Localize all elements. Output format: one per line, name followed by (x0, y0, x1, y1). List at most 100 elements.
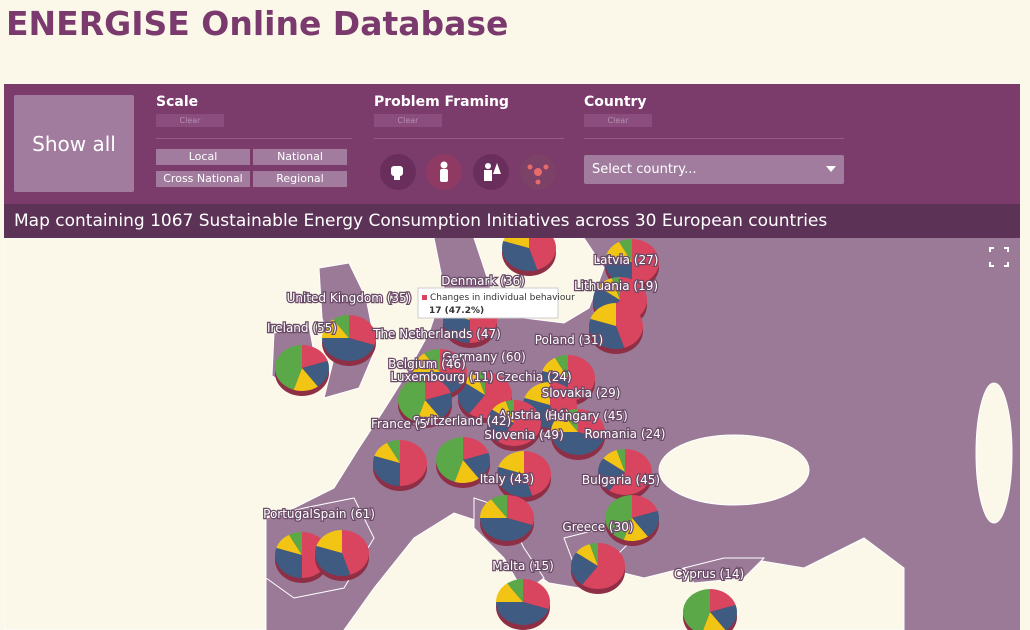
pie-slice (623, 518, 648, 541)
clear-button[interactable]: Clear (156, 114, 224, 127)
pie-slice (398, 377, 425, 422)
pie-slice (598, 278, 620, 300)
pie-chart (322, 315, 376, 366)
country-label: Bulgaria (45) (582, 473, 660, 487)
pie-slice (542, 357, 568, 378)
pie-slice (710, 589, 736, 612)
pie-slice (682, 589, 710, 630)
pie-slice (463, 452, 490, 479)
pie-slice (524, 382, 550, 405)
pie-slice (497, 466, 533, 497)
pie-chart (589, 303, 643, 354)
country-label: Cyprus (14) (674, 567, 744, 581)
pie-chart (502, 238, 556, 276)
pie-slice (480, 518, 533, 541)
pie-slice (618, 239, 632, 262)
pie-slice (598, 458, 625, 491)
framing-icon[interactable] (473, 154, 509, 190)
pie-slice (425, 377, 451, 400)
pie-chart (480, 495, 534, 546)
pie-slice (576, 544, 598, 566)
pie-slice (302, 360, 329, 387)
pie-slice (554, 355, 568, 378)
scale-option[interactable]: Regional (253, 171, 347, 187)
tooltip-value: 17 (47.2%) (429, 306, 484, 316)
pie-slice (578, 409, 606, 440)
pie-chart (496, 579, 550, 630)
country-label: Romania (24) (585, 427, 666, 441)
pie-chart (314, 530, 370, 581)
pie-chart (605, 495, 659, 546)
scale-option[interactable]: Cross National (156, 171, 250, 187)
fullscreen-button[interactable] (989, 247, 1009, 267)
map[interactable]: Latvia (27) Denmark (36) Lithuania (19) Uni… (4, 238, 1020, 630)
pie-slice (632, 510, 659, 537)
pie-slice (288, 532, 302, 555)
tooltip-category: Changes in individual behaviour (430, 293, 575, 303)
pie-slice (275, 345, 302, 390)
scale-option[interactable]: National (253, 149, 347, 165)
country-label: France (5 (371, 417, 427, 431)
pie-slice (314, 545, 351, 576)
country-label: The Netherlands (47) (372, 327, 501, 341)
scale-option[interactable]: Local (156, 149, 250, 165)
map-banner: Map containing 1067 Sustainable Energy C… (4, 204, 1020, 238)
clear-button[interactable]: Clear (584, 114, 652, 127)
pie-slice (333, 315, 349, 338)
pie-slice (349, 315, 376, 346)
pie-slice (551, 432, 604, 455)
pie-slice (476, 372, 485, 395)
pie-slice (605, 495, 632, 540)
pie-chart (398, 377, 452, 428)
separator (156, 138, 352, 139)
country-label: Luxembourg (11) (390, 370, 493, 384)
pie-chart (497, 451, 552, 502)
country-label: Malta (15) (492, 559, 554, 573)
pie-slice (496, 583, 523, 602)
show-all-button[interactable]: Show all (14, 95, 134, 192)
pie-slice (302, 345, 328, 368)
pie-slice (322, 319, 349, 338)
country-label: Slovenia (49) (484, 428, 564, 442)
pie-slice (274, 547, 302, 578)
pie-slice (703, 612, 726, 630)
pie-slice (498, 400, 541, 446)
pie-slice (507, 495, 534, 526)
pie-slice (609, 449, 653, 495)
pie-slice (492, 401, 514, 423)
framing-icon[interactable] (380, 154, 416, 190)
pie-slice (400, 440, 427, 486)
pie-slice (505, 400, 514, 423)
pie-slice (568, 355, 595, 401)
pie-slice (524, 451, 552, 496)
tooltip: Changes in individual behaviour 17 (47.2… (417, 287, 575, 319)
pie-slice (582, 543, 626, 589)
pie-slice (440, 349, 467, 380)
pie-slice (480, 499, 507, 518)
country-label: Latvia (27) (594, 253, 659, 267)
pie-slice (632, 495, 658, 518)
clear-button[interactable]: Clear (374, 114, 442, 127)
country-label: Poland (31) (535, 333, 604, 347)
country-label: United Kingdom (35) (287, 291, 412, 305)
pie-slice (502, 240, 538, 271)
pie-slice (276, 534, 302, 555)
pie-slice (486, 409, 514, 442)
pie-chart (682, 589, 738, 630)
page-title: ENERGISE Online Database (6, 4, 509, 43)
pie-slice (491, 495, 507, 518)
country-select[interactable]: Select country... (584, 155, 844, 184)
scale-heading: Scale (156, 94, 199, 110)
pie-slice (322, 338, 375, 361)
pie-chart (436, 437, 490, 488)
framing-icon[interactable] (426, 154, 462, 190)
country-label: Italy (43) (480, 472, 534, 486)
pie-slice (529, 238, 556, 270)
pie-slice (374, 442, 400, 463)
framing-icon[interactable] (520, 154, 556, 190)
pie-slice (342, 530, 370, 575)
country-label: Greece (30) (562, 520, 633, 534)
pie-slice (293, 368, 318, 391)
problem-framing-heading: Problem Framing (374, 94, 509, 110)
pie-chart (372, 440, 427, 491)
